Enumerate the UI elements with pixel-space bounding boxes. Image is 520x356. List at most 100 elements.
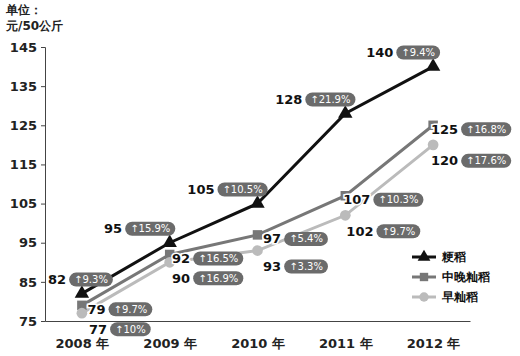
legend-item: 粳稻	[412, 250, 466, 264]
growth-badge	[69, 273, 113, 287]
y-axis-line	[41, 48, 46, 322]
data-label-group: 90 ↑16.9%	[172, 271, 243, 286]
growth-label: ↑9.3%	[74, 274, 108, 285]
data-label-group: 107↑10.3%	[343, 192, 423, 207]
legend: 粳稻中晚籼稻早籼稻	[412, 250, 490, 304]
x-tick-label: 2011 年	[319, 336, 373, 351]
x-axis: 2008 年 2009 年 2010 年 2011 年 2012 年	[46, 321, 471, 351]
growth-badge	[373, 193, 423, 207]
growth-badge	[110, 322, 151, 336]
growth-badge	[109, 302, 153, 316]
series-line	[82, 67, 433, 294]
growth-label: ↑9.4%	[401, 47, 435, 58]
data-label: 82	[48, 272, 66, 287]
series-marker	[252, 245, 263, 256]
y-tick-mark	[41, 243, 45, 244]
x-tick-label: 2009 年	[143, 336, 197, 351]
legend-label: 早籼稻	[441, 290, 478, 304]
data-label: 105	[187, 182, 214, 197]
y-tick-mark	[41, 282, 45, 283]
y-tick: 125	[10, 118, 45, 133]
data-label: 93	[263, 259, 281, 274]
legend-item: 早籼稻	[412, 290, 478, 304]
data-label: 140	[366, 45, 393, 60]
series-marker	[162, 234, 176, 246]
series-marker	[253, 230, 262, 239]
x-tick-label: 2012 年	[407, 336, 461, 351]
x-tick: 2008 年	[56, 321, 110, 351]
y-tick-mark	[41, 125, 45, 126]
series-line	[82, 125, 433, 305]
legend-marker	[420, 273, 428, 281]
growth-label: ↑16.9%	[198, 273, 238, 284]
data-label-group: 128↑21.9%	[275, 92, 355, 107]
series-marker	[250, 195, 264, 207]
y-tick-mark	[41, 164, 45, 165]
y-tick: 145	[10, 40, 45, 55]
y-tick: 115	[10, 157, 45, 172]
series-marker	[428, 140, 439, 151]
y-axis: 75 85 95 105 115 125 135 145	[10, 40, 46, 329]
data-label-group: 93 ↑3.3%	[263, 259, 328, 274]
growth-badge	[396, 46, 440, 60]
axis-unit: 元/50公斤	[5, 19, 63, 33]
growth-badge	[461, 122, 511, 136]
legend-label: 粳稻	[441, 250, 466, 264]
legend-marker	[419, 292, 428, 301]
data-label-group: 97 ↑5.4%	[263, 231, 328, 246]
x-axis-line	[46, 321, 471, 322]
data-label-group: 125↑16.8%	[431, 122, 511, 137]
data-labels: 82 ↑9.3% 95 ↑15.9% 105↑10.5% 128↑21.9% 140 ↑9.4…	[48, 45, 511, 337]
x-tick: 2009 年	[143, 321, 197, 351]
growth-badge	[461, 154, 511, 168]
y-tick-label: 95	[19, 235, 37, 250]
series-marker	[77, 308, 88, 319]
x-tick: 2010 年	[231, 321, 285, 351]
growth-label: ↑9.7%	[381, 226, 415, 237]
growth-label: ↑3.3%	[289, 261, 323, 272]
data-label: 128	[275, 92, 302, 107]
data-label-group: 102 ↑9.7%	[346, 224, 420, 239]
y-tick: 85	[19, 275, 45, 290]
y-tick: 95	[19, 235, 45, 250]
growth-label: ↑5.4%	[289, 233, 323, 244]
chart: 单位：元/50公斤7585951051151251351452008 年2009…	[0, 0, 520, 356]
growth-label: ↑16.8%	[466, 124, 506, 135]
y-tick-label: 75	[19, 314, 37, 329]
data-label-group: 105↑10.5%	[187, 182, 267, 197]
growth-badge	[193, 271, 243, 285]
y-tick-mark	[41, 321, 45, 322]
growth-label: ↑15.9%	[130, 223, 170, 234]
growth-badge	[217, 183, 267, 197]
data-label: 92	[172, 251, 190, 266]
growth-badge	[376, 224, 420, 238]
growth-label: ↑17.6%	[466, 155, 506, 166]
y-tick-mark	[41, 204, 45, 205]
y-tick-label: 145	[10, 40, 37, 55]
data-label: 102	[346, 224, 373, 239]
y-tick: 105	[10, 196, 45, 211]
y-tick-label: 115	[10, 157, 37, 172]
growth-label: ↑16.5%	[198, 253, 238, 264]
growth-badge	[125, 222, 175, 236]
y-tick-label: 125	[10, 118, 37, 133]
y-tick: 135	[10, 79, 45, 94]
legend-label: 中晚籼稻	[442, 270, 490, 284]
x-tick-label: 2010 年	[231, 336, 285, 351]
y-tick-label: 105	[10, 196, 37, 211]
data-label: 77	[89, 322, 107, 337]
data-label: 97	[263, 231, 281, 246]
x-tick-label: 2008 年	[56, 336, 110, 351]
growth-badge	[305, 93, 355, 107]
series-marker	[340, 210, 351, 221]
series-marker	[426, 58, 440, 70]
data-label-group: 120↑17.6%	[431, 153, 511, 168]
data-label: 95	[104, 221, 122, 236]
data-label: 79	[87, 302, 105, 317]
growth-badge	[193, 251, 243, 265]
x-tick: 2012 年	[407, 321, 461, 351]
data-label: 90	[172, 271, 190, 286]
data-label-group: 140 ↑9.4%	[366, 45, 440, 60]
data-label-group: 82 ↑9.3%	[48, 272, 113, 287]
y-tick-label: 85	[19, 275, 37, 290]
